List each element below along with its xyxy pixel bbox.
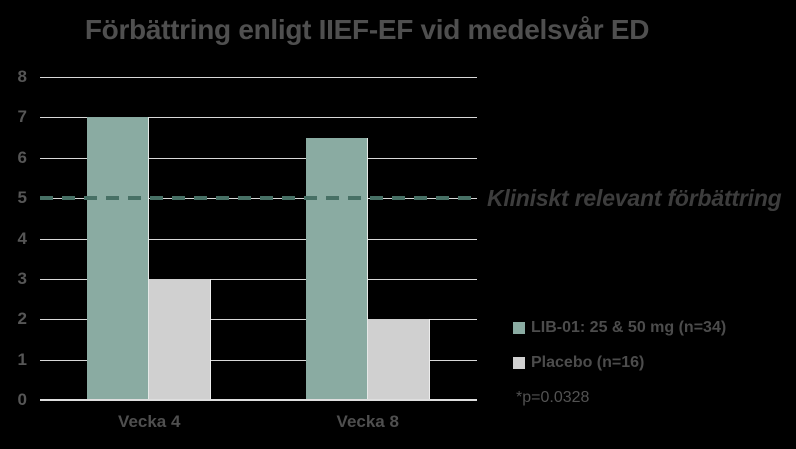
legend-swatch-icon <box>513 357 525 369</box>
reference-line-label: Kliniskt relevant förbättring <box>487 185 782 211</box>
bar-vecka-4-series-1 <box>149 278 212 400</box>
bar-vecka-8-series-1 <box>367 319 430 400</box>
y-tick-label-5: 5 <box>17 188 27 208</box>
plot-area <box>40 77 477 401</box>
y-tick-label-8: 8 <box>17 67 27 86</box>
bar-vecka-8-series-0 <box>305 137 368 400</box>
y-tick-label-6: 6 <box>17 147 27 167</box>
x-tick-label-1: Vecka 4 <box>118 412 181 431</box>
gridline-1 <box>40 359 477 361</box>
bar-vecka-4-series-0 <box>87 117 150 400</box>
y-tick-label-0: 0 <box>17 390 27 409</box>
y-tick-label-2: 2 <box>17 309 27 329</box>
gridline-6 <box>40 157 477 159</box>
legend-swatch-icon <box>513 322 525 334</box>
legend-item-0: LIB-01: 25 & 50 mg (n=34) <box>513 319 727 336</box>
y-tick-label-4: 4 <box>17 228 27 248</box>
legend-label: LIB-01: 25 & 50 mg (n=34) <box>531 319 727 336</box>
y-tick-label-1: 1 <box>17 349 27 369</box>
gridline-3 <box>40 278 477 280</box>
y-tick-label-3: 3 <box>17 268 27 288</box>
legend-label: Placebo (n=16) <box>531 354 645 371</box>
gridline-4 <box>40 238 477 240</box>
y-tick-label-7: 7 <box>17 107 27 127</box>
legend-item-1: Placebo (n=16) <box>513 354 726 371</box>
gridline-8 <box>40 77 477 78</box>
gridline-7 <box>40 117 477 119</box>
p-value-annotation: *p=0.0328 <box>516 389 590 406</box>
x-tick-label-2: Vecka 8 <box>336 412 399 431</box>
chart-title: Förbättring enligt IIEF-EF vid medelsvår… <box>84 14 650 45</box>
gridline-2 <box>40 319 477 321</box>
legend: LIB-01: 25 & 50 mg (n=34) Placebo (n=16) <box>513 319 727 390</box>
gridline-0 <box>40 399 477 401</box>
reference-line <box>40 196 477 201</box>
